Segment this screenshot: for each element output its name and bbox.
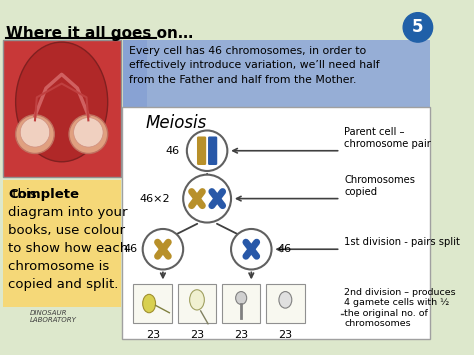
Text: Parent cell –
chromosome pair: Parent cell – chromosome pair bbox=[344, 127, 431, 149]
Ellipse shape bbox=[20, 118, 50, 147]
FancyBboxPatch shape bbox=[208, 136, 217, 165]
Text: Where it all goes on…: Where it all goes on… bbox=[6, 27, 193, 42]
Text: 46: 46 bbox=[165, 146, 180, 156]
Circle shape bbox=[183, 175, 231, 223]
Text: 23: 23 bbox=[234, 330, 248, 340]
Circle shape bbox=[143, 229, 183, 269]
Text: this
diagram into your
books, use colour
to show how each
chromosome is
copied a: this diagram into your books, use colour… bbox=[8, 187, 128, 290]
Text: 1st division - pairs split: 1st division - pairs split bbox=[344, 237, 460, 247]
Text: 23: 23 bbox=[146, 330, 160, 340]
FancyBboxPatch shape bbox=[178, 284, 216, 323]
Circle shape bbox=[231, 229, 272, 269]
Ellipse shape bbox=[16, 42, 108, 162]
Circle shape bbox=[403, 13, 433, 42]
FancyBboxPatch shape bbox=[266, 284, 305, 323]
Ellipse shape bbox=[16, 115, 55, 153]
FancyBboxPatch shape bbox=[222, 284, 261, 323]
Text: 46: 46 bbox=[123, 244, 137, 254]
Text: 46×2: 46×2 bbox=[140, 193, 170, 204]
FancyBboxPatch shape bbox=[122, 106, 430, 339]
Circle shape bbox=[187, 131, 228, 171]
Ellipse shape bbox=[236, 291, 246, 305]
Ellipse shape bbox=[73, 118, 103, 147]
Text: Meiosis: Meiosis bbox=[146, 114, 207, 132]
Text: Every cell has 46 chromosomes, in order to
effectively introduce variation, we’l: Every cell has 46 chromosomes, in order … bbox=[129, 46, 380, 84]
Text: 2nd division – produces
4 gamete cells with ½
the original no. of
chromosomes: 2nd division – produces 4 gamete cells w… bbox=[344, 288, 456, 328]
Text: 23: 23 bbox=[278, 330, 292, 340]
Ellipse shape bbox=[69, 115, 108, 153]
FancyBboxPatch shape bbox=[134, 284, 172, 323]
Polygon shape bbox=[123, 40, 147, 106]
Text: Chromosomes
copied: Chromosomes copied bbox=[344, 175, 415, 197]
Text: 23: 23 bbox=[190, 330, 204, 340]
Ellipse shape bbox=[190, 290, 204, 310]
Text: DINOSAUR
LABORATORY: DINOSAUR LABORATORY bbox=[29, 310, 76, 323]
FancyBboxPatch shape bbox=[197, 136, 206, 165]
Text: 5: 5 bbox=[412, 18, 424, 37]
FancyBboxPatch shape bbox=[0, 15, 436, 341]
FancyBboxPatch shape bbox=[3, 40, 120, 176]
Text: Complete: Complete bbox=[8, 187, 79, 201]
FancyBboxPatch shape bbox=[3, 180, 120, 307]
Ellipse shape bbox=[279, 291, 292, 308]
Text: 46: 46 bbox=[277, 244, 291, 254]
Ellipse shape bbox=[143, 294, 155, 313]
FancyBboxPatch shape bbox=[123, 40, 430, 106]
